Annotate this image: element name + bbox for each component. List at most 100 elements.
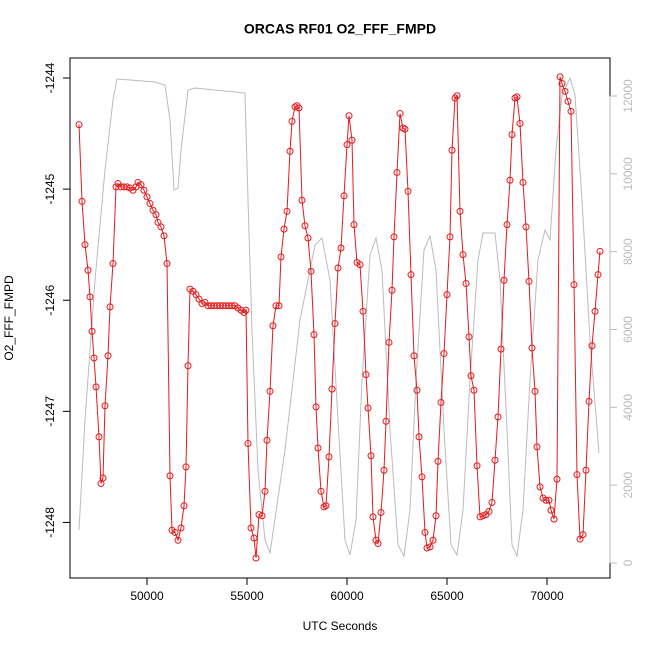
- data-point: [545, 496, 553, 504]
- y2-tick-label: 8000: [621, 238, 635, 265]
- data-point: [160, 232, 168, 240]
- data-point: [350, 221, 358, 229]
- data-point: [415, 433, 423, 441]
- x-axis-label: UTC Seconds: [303, 619, 378, 633]
- data-point: [594, 271, 602, 279]
- y-tick-label: -1245: [43, 173, 57, 204]
- data-point: [310, 331, 318, 339]
- data-point: [564, 97, 572, 105]
- data-point: [451, 94, 459, 102]
- data-point: [307, 267, 315, 275]
- data-point: [109, 260, 117, 268]
- data-point: [328, 385, 336, 393]
- data-point: [488, 498, 496, 506]
- data-point: [377, 508, 385, 516]
- data-point: [567, 107, 575, 115]
- data-point: [429, 536, 437, 544]
- data-point: [404, 187, 412, 195]
- data-point: [75, 121, 83, 129]
- y2-tick-label: 2000: [621, 471, 635, 498]
- data-point: [380, 466, 388, 474]
- x-tick-label: 50000: [130, 589, 164, 603]
- data-point: [198, 300, 206, 308]
- data-point: [497, 345, 505, 353]
- y-tick-label: -1246: [43, 285, 57, 316]
- data-point: [143, 193, 151, 201]
- data-point: [432, 512, 440, 520]
- data-point: [146, 200, 154, 208]
- data-point: [479, 512, 487, 520]
- y2-tick-label: 10000: [621, 157, 635, 191]
- data-point: [84, 266, 92, 274]
- data-point: [163, 260, 171, 268]
- data-point: [157, 223, 165, 231]
- y2-tick-label: 12000: [621, 79, 635, 113]
- data-point: [288, 117, 296, 125]
- plot-box: [69, 57, 611, 579]
- x-tick-label: 55000: [230, 589, 264, 603]
- data-point: [331, 320, 339, 328]
- data-point: [413, 386, 421, 394]
- data-point: [240, 308, 248, 316]
- data-point: [556, 73, 564, 81]
- data-point: [446, 233, 454, 241]
- data-point: [275, 302, 283, 310]
- data-point: [453, 92, 461, 100]
- data-point: [388, 286, 396, 294]
- data-point: [516, 120, 524, 128]
- data-point: [550, 515, 558, 523]
- data-point: [250, 534, 258, 542]
- data-point: [385, 338, 393, 346]
- data-point: [322, 502, 330, 510]
- data-point: [325, 453, 333, 461]
- data-point: [295, 104, 303, 112]
- data-point: [525, 277, 533, 285]
- data-point: [184, 362, 192, 370]
- y2-tick-label: 6000: [621, 316, 635, 343]
- y-axis-label: O2_FFF_FMPD: [2, 275, 16, 361]
- data-point: [437, 398, 445, 406]
- data-point: [367, 452, 375, 460]
- data-point: [396, 110, 404, 118]
- data-point: [286, 147, 294, 155]
- data-point: [506, 176, 514, 184]
- data-point: [140, 186, 148, 194]
- data-point: [88, 327, 96, 335]
- data-point: [513, 93, 521, 101]
- data-point: [90, 354, 98, 362]
- data-point: [272, 302, 280, 310]
- data-point: [390, 233, 398, 241]
- data-point: [528, 344, 536, 352]
- data-point: [359, 307, 367, 315]
- data-point: [547, 506, 555, 514]
- data-point: [364, 404, 372, 412]
- data-point: [596, 247, 604, 255]
- data-point: [573, 471, 581, 479]
- data-point: [343, 141, 351, 149]
- data-point: [123, 183, 131, 191]
- data-point: [465, 333, 473, 341]
- data-point: [456, 207, 464, 215]
- data-point: [152, 211, 160, 219]
- data-point: [500, 276, 508, 284]
- y-tick-label: -1247: [43, 396, 57, 427]
- y2-tick-label: 0: [621, 559, 635, 566]
- data-point: [410, 352, 418, 360]
- data-point: [401, 125, 409, 133]
- data-point: [314, 444, 322, 452]
- data-point: [443, 291, 451, 299]
- data-point: [485, 507, 493, 515]
- data-point: [104, 352, 112, 360]
- data-point: [374, 540, 382, 548]
- data-point: [536, 483, 544, 491]
- series-line: [78, 76, 601, 559]
- data-point: [258, 512, 266, 520]
- data-point: [166, 472, 174, 480]
- data-point: [263, 436, 271, 444]
- data-point: [421, 528, 429, 536]
- data-point: [522, 223, 530, 231]
- data-point: [348, 136, 356, 144]
- data-point: [283, 207, 291, 215]
- data-point: [423, 544, 431, 552]
